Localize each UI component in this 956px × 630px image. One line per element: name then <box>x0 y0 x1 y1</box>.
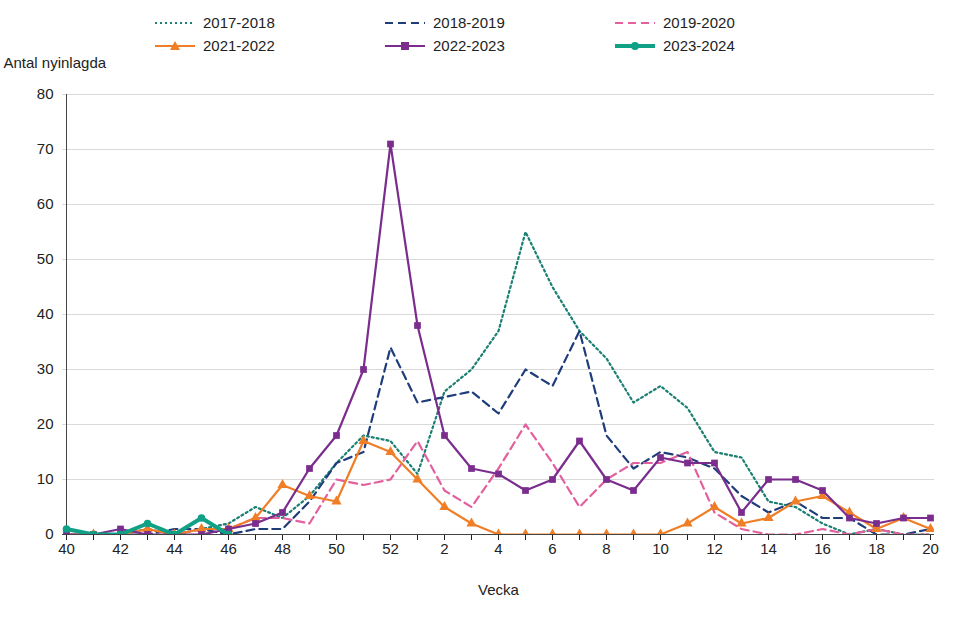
html-text:2022-2023: 2022-2023 <box>433 37 505 54</box>
svg-text:14: 14 <box>760 540 777 557</box>
svg-text:16: 16 <box>814 540 831 557</box>
svg-text:Vecka: Vecka <box>478 581 520 598</box>
svg-text:6: 6 <box>548 540 556 557</box>
svg-text:40: 40 <box>37 305 54 322</box>
svg-text:60: 60 <box>37 195 54 212</box>
svg-text:46: 46 <box>220 540 237 557</box>
svg-text:44: 44 <box>166 540 183 557</box>
svg-text:18: 18 <box>868 540 885 557</box>
html-text:2017-2018: 2017-2018 <box>203 14 275 31</box>
svg-text:80: 80 <box>37 85 54 102</box>
html-text:2021-2022: 2021-2022 <box>203 37 275 54</box>
svg-text:70: 70 <box>37 140 54 157</box>
svg-text:2: 2 <box>440 540 448 557</box>
svg-text:10: 10 <box>652 540 669 557</box>
html-text:2018-2019: 2018-2019 <box>433 14 505 31</box>
svg-text:50: 50 <box>328 540 345 557</box>
html-text:2019-2020: 2019-2020 <box>663 14 735 31</box>
svg-text:50: 50 <box>37 250 54 267</box>
svg-text:20: 20 <box>922 540 939 557</box>
svg-text:30: 30 <box>37 360 54 377</box>
svg-text:20: 20 <box>37 415 54 432</box>
svg-text:42: 42 <box>112 540 129 557</box>
svg-text:0: 0 <box>45 525 53 542</box>
svg-text:52: 52 <box>382 540 399 557</box>
svg-text:40: 40 <box>58 540 75 557</box>
svg-text:8: 8 <box>602 540 610 557</box>
svg-text:10: 10 <box>37 470 54 487</box>
svg-text:12: 12 <box>706 540 723 557</box>
html-text:2023-2024: 2023-2024 <box>663 37 735 54</box>
svg-text:Antal nyinlagda: Antal nyinlagda <box>4 54 107 71</box>
svg-text:4: 4 <box>494 540 502 557</box>
svg-text:48: 48 <box>274 540 291 557</box>
